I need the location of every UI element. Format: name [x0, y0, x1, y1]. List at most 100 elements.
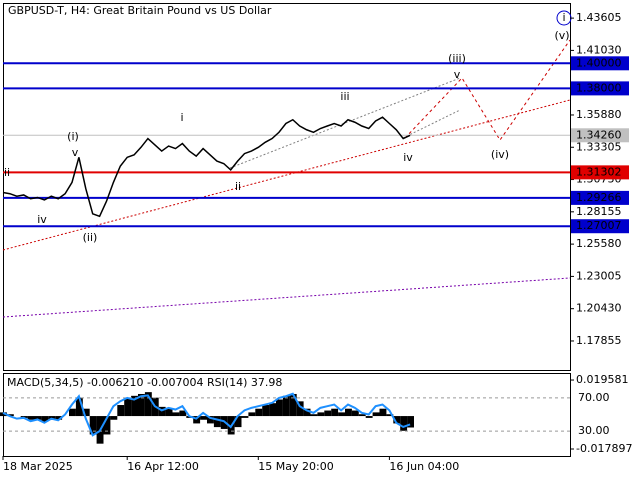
x-tick-label: 15 May 20:00: [258, 460, 333, 473]
wave-label: iv: [37, 213, 47, 226]
macd-bar: [296, 401, 304, 417]
wave-label: v: [454, 68, 461, 81]
x-tick-label: 16 Jun 04:00: [389, 460, 459, 473]
level-label: 1.40000: [576, 56, 622, 69]
macd-bar: [213, 416, 221, 428]
macd-bar: [407, 416, 414, 428]
macd-bar: [338, 412, 345, 417]
macd-bar: [400, 416, 408, 431]
wave-line: [402, 109, 461, 139]
y-tick-label: 1.20430: [576, 302, 622, 315]
macd-bar: [75, 397, 83, 417]
wave-label: iv: [403, 151, 413, 164]
macd-bar: [331, 408, 339, 417]
wave-label: (i): [67, 130, 79, 143]
macd-bar: [351, 410, 359, 417]
macd-bar: [345, 408, 352, 417]
level-tag: [571, 190, 629, 205]
macd-bar: [289, 393, 297, 417]
wave-label: iii: [340, 90, 349, 103]
level-tag: [571, 165, 629, 180]
macd-bar: [365, 416, 373, 418]
macd-bar: [131, 395, 138, 417]
level-tag: [571, 128, 629, 143]
level-tag: [571, 56, 629, 71]
macd-bar: [103, 416, 111, 435]
macd-bar: [379, 408, 387, 417]
y-tick-label: 1.33305: [576, 140, 622, 153]
wave-label: v: [72, 146, 79, 159]
level-tag: [571, 219, 629, 234]
y-tick-label: 1.35880: [576, 108, 622, 121]
macd-bar: [165, 408, 173, 417]
macd-bar: [138, 393, 145, 417]
macd-bar: [248, 412, 256, 417]
macd-bar: [172, 412, 180, 417]
rsi-tick-label: 30.00: [578, 424, 610, 437]
wave-label: ii: [4, 166, 10, 179]
macd-bar: [179, 410, 187, 417]
wave-label: (ii): [83, 231, 98, 244]
wave-label: (iv): [491, 148, 509, 161]
macd-bar: [41, 416, 49, 422]
projection-path: [404, 39, 571, 141]
macd-bar: [386, 414, 394, 417]
wave-label: (iii): [448, 52, 466, 65]
wave-label: ii: [235, 180, 241, 193]
level-label: 1.38000: [576, 81, 622, 94]
macd-bar: [0, 412, 7, 417]
macd-bar: [193, 416, 201, 424]
y2-tick-label: 0.019581: [576, 373, 629, 386]
macd-bar: [310, 414, 318, 417]
rsi-tick-label: 70.00: [578, 391, 610, 404]
macd-bar: [303, 408, 311, 417]
macd-bar: [255, 408, 263, 417]
macd-bar: [393, 416, 401, 424]
macd-bar: [110, 416, 118, 420]
macd-bar: [27, 416, 35, 420]
level-label: 1.31302: [576, 165, 622, 178]
channel-line: [2, 277, 571, 318]
wave-label: (v): [554, 29, 569, 42]
chart-title: GBPUSD-T, H4: Great Britain Pound vs US …: [8, 4, 272, 17]
x-tick-label: 18 Mar 2025: [3, 460, 73, 473]
macd-bar: [55, 416, 63, 420]
macd-bar: [34, 416, 42, 420]
level-label: 1.29266: [576, 191, 622, 204]
level-label: 1.34260: [576, 128, 622, 141]
macd-bar: [262, 405, 270, 417]
macd-bar: [6, 414, 14, 417]
macd-bar: [282, 395, 290, 417]
y-tick-label: 1.25580: [576, 237, 622, 250]
rsi-line: [2, 392, 411, 437]
x-tick-label: 16 Apr 12:00: [127, 460, 199, 473]
macd-bar: [234, 416, 242, 428]
wave-line: [229, 77, 461, 169]
macd-bar: [241, 416, 249, 418]
price-frame: [3, 3, 571, 371]
indicator-label: MACD(5,34,5) -0.006210 -0.007004 RSI(14)…: [7, 376, 282, 389]
wave-label: i: [562, 11, 565, 24]
macd-bar: [276, 399, 283, 417]
macd-bar: [124, 397, 132, 417]
macd-bar: [317, 412, 325, 417]
y2-tick-label: -0.017897: [576, 442, 632, 455]
macd-bar: [144, 392, 152, 417]
y-tick-label: 1.43605: [576, 11, 622, 24]
macd-bar: [89, 416, 97, 435]
macd-bar: [117, 405, 125, 417]
level-tag: [571, 81, 629, 96]
level-label: 1.27007: [576, 219, 622, 232]
macd-bar: [69, 408, 76, 417]
trend-line: [2, 99, 571, 251]
wave-label: i: [180, 111, 183, 124]
y-tick-label: 1.23005: [576, 269, 622, 282]
macd-bar: [207, 416, 214, 424]
macd-bar: [269, 403, 276, 417]
price-line: [2, 116, 411, 218]
macd-bar: [82, 408, 90, 417]
macd-bar: [372, 412, 380, 417]
y-tick-label: 1.41030: [576, 43, 622, 56]
